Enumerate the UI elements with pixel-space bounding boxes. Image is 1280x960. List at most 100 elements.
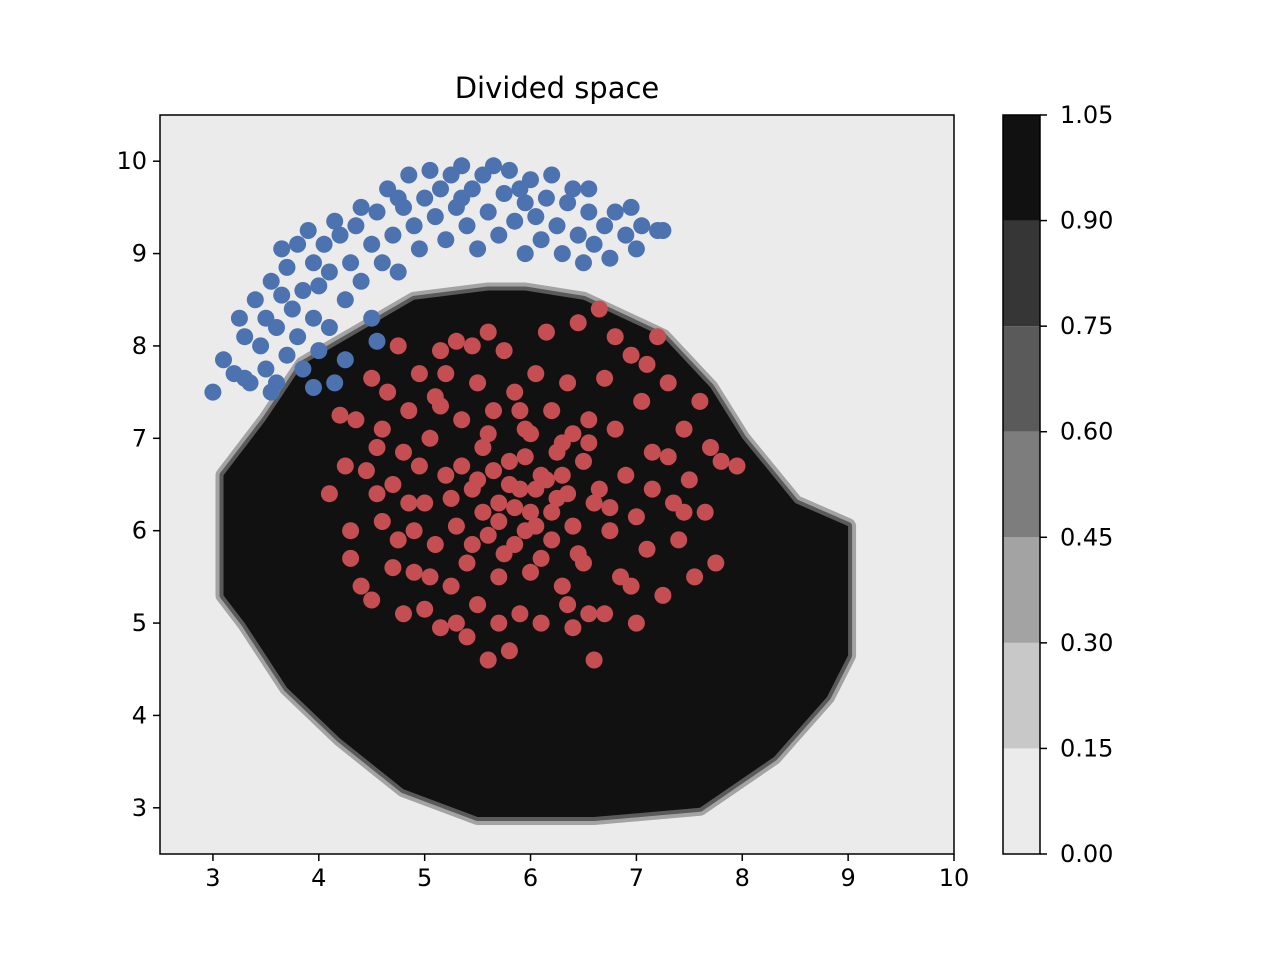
- scatter-point: [680, 471, 698, 489]
- scatter-point: [389, 531, 407, 549]
- scatter-point: [537, 323, 555, 341]
- scatter-point: [590, 480, 608, 498]
- scatter-point: [352, 577, 370, 595]
- y-tick-label: 8: [132, 332, 147, 360]
- colorbar-band: [1003, 431, 1040, 538]
- scatter-point: [654, 222, 672, 239]
- scatter-point: [273, 286, 291, 304]
- scatter-point: [559, 596, 577, 614]
- scatter-point: [347, 217, 365, 235]
- scatter-point: [331, 406, 349, 424]
- scatter-point: [289, 328, 307, 346]
- scatter-point: [357, 462, 375, 480]
- scatter-point: [527, 208, 545, 226]
- colorbar-band: [1003, 748, 1040, 854]
- scatter-point: [395, 605, 412, 623]
- scatter-point: [548, 443, 566, 461]
- x-tick-label: 10: [939, 864, 970, 892]
- scatter-point: [416, 189, 434, 207]
- chart-title: Divided space: [455, 71, 660, 105]
- scatter-point: [236, 328, 254, 346]
- scatter-point: [320, 485, 338, 503]
- scatter-point: [405, 217, 423, 235]
- x-tick-label: 4: [311, 864, 326, 892]
- scatter-point: [410, 240, 428, 258]
- scatter-point: [500, 161, 518, 179]
- scatter-point: [469, 596, 487, 614]
- scatter-point: [633, 392, 651, 410]
- scatter-point: [299, 222, 317, 239]
- scatter-point: [347, 411, 365, 429]
- scatter-point: [627, 508, 645, 526]
- colorbar-band: [1003, 115, 1040, 221]
- scatter-point: [500, 642, 518, 660]
- scatter-point: [649, 328, 667, 346]
- x-tick-label: 8: [735, 864, 750, 892]
- scatter-point: [511, 605, 529, 623]
- scatter-point: [442, 577, 460, 595]
- scatter-point: [522, 425, 539, 443]
- scatter-point: [633, 217, 651, 235]
- scatter-point: [342, 549, 360, 567]
- scatter-point: [643, 443, 661, 461]
- plot-area: [159, 114, 955, 855]
- y-tick-label: 5: [132, 609, 147, 637]
- colorbar: 0.00 0.15 0.30 0.45 0.60 0.75 0.90 1.05: [1002, 101, 1113, 868]
- scatter-point: [230, 309, 248, 327]
- scatter-point: [458, 628, 476, 646]
- scatter-point: [606, 203, 624, 221]
- y-tick-label: 9: [132, 240, 147, 268]
- scatter-point: [426, 536, 444, 553]
- plot-frame: [159, 114, 955, 855]
- scatter-point: [289, 235, 307, 253]
- scatter-point: [670, 531, 688, 549]
- scatter-point: [410, 457, 428, 475]
- colorbar-band: [1003, 326, 1040, 432]
- scatter-point: [696, 503, 714, 521]
- scatter-point: [638, 355, 656, 373]
- scatter-point: [352, 272, 370, 290]
- scatter-point: [447, 332, 465, 350]
- scatter-point: [622, 346, 640, 364]
- scatter-point: [564, 619, 582, 637]
- scatter-point: [405, 522, 423, 540]
- scatter-point: [585, 235, 603, 253]
- scatter-point: [606, 420, 624, 438]
- scatter-point: [564, 425, 582, 443]
- scatter-point: [342, 254, 360, 272]
- scatter-point: [527, 365, 545, 383]
- scatter-point: [691, 392, 709, 410]
- scatter-point: [516, 522, 534, 540]
- scatter-point: [395, 443, 412, 461]
- scatter-point: [516, 245, 534, 263]
- colorbar-tick-label: 0.15: [1060, 734, 1113, 762]
- scatter-point: [469, 471, 487, 489]
- scatter-point: [522, 503, 539, 521]
- scatter-point: [627, 614, 645, 632]
- scatter-point: [659, 374, 677, 392]
- scatter-point: [585, 651, 603, 669]
- scatter-point: [495, 342, 513, 360]
- scatter-point: [432, 342, 449, 360]
- scatter-point: [580, 180, 598, 198]
- scatter-point: [384, 559, 402, 577]
- colorbar-tick-label: 0.60: [1060, 418, 1113, 446]
- scatter-point: [305, 309, 322, 327]
- scatter-point: [712, 452, 730, 470]
- scatter-point: [273, 240, 291, 258]
- scatter-point: [336, 291, 354, 309]
- scatter-point: [453, 457, 471, 475]
- scatter-point: [389, 263, 407, 281]
- scatter-point: [447, 614, 465, 632]
- scatter-point: [527, 480, 545, 498]
- scatter-point: [363, 369, 381, 387]
- scatter-point: [342, 522, 360, 540]
- scatter-point: [458, 554, 476, 572]
- colorbar-tick-label: 1.05: [1060, 101, 1113, 129]
- colorbar-band: [1003, 220, 1040, 327]
- scatter-point: [686, 568, 704, 586]
- scatter-point: [410, 365, 428, 383]
- scatter-point: [500, 452, 518, 470]
- y-tick-label: 4: [132, 701, 147, 729]
- scatter-point: [437, 231, 455, 249]
